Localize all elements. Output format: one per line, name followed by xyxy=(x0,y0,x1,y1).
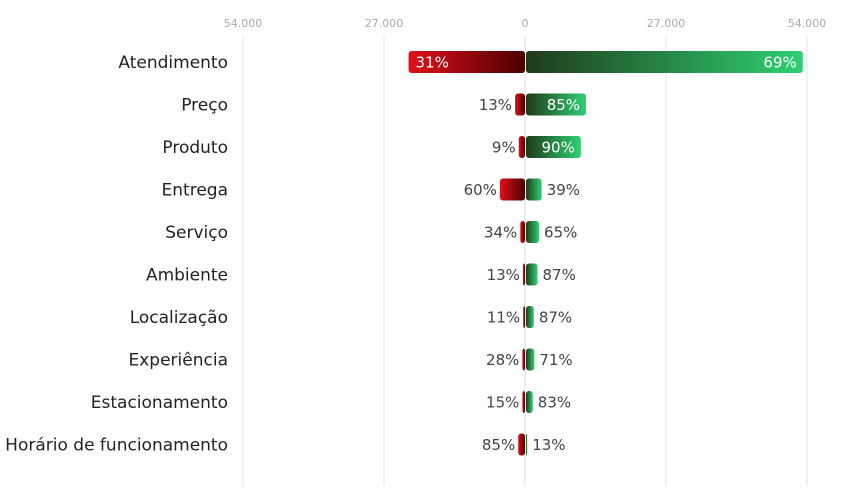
x-tick-label-4: 54.000 xyxy=(788,17,827,30)
data-label-positive-7: 87% xyxy=(539,309,572,327)
category-label-10: Horário de funcionamento xyxy=(5,436,228,456)
data-label-positive-8: 71% xyxy=(539,351,572,369)
x-tick-label-3: 27.000 xyxy=(647,17,686,30)
bar-positive-8 xyxy=(526,348,535,371)
category-label-6: Ambiente xyxy=(146,266,228,286)
data-label-negative-9: 15% xyxy=(486,394,519,412)
bar-positive-7 xyxy=(526,306,534,328)
data-label-negative-10: 85% xyxy=(482,436,515,454)
data-label-negative-3: 9% xyxy=(492,139,516,157)
data-label-positive-2: 85% xyxy=(547,96,580,114)
data-label-negative-1: 31% xyxy=(416,54,449,72)
bar-positive-5 xyxy=(526,221,540,243)
category-label-8: Experiência xyxy=(129,351,229,371)
category-label-4: Entrega xyxy=(162,181,228,201)
category-label-3: Produto xyxy=(162,138,228,158)
bar-negative-5 xyxy=(520,221,525,243)
bar-positive-1 xyxy=(526,51,803,73)
bar-positive-4 xyxy=(526,178,542,201)
data-label-positive-4: 39% xyxy=(547,181,580,199)
data-label-negative-7: 11% xyxy=(487,309,520,327)
bar-negative-6 xyxy=(522,263,525,286)
data-label-negative-6: 13% xyxy=(487,266,520,284)
data-label-positive-9: 83% xyxy=(538,394,571,412)
bar-positive-10 xyxy=(526,433,528,456)
bar-positive-2 xyxy=(526,93,587,116)
category-label-2: Preço xyxy=(181,96,228,116)
x-tick-label-0: 54.000 xyxy=(224,17,263,30)
bar-negative-8 xyxy=(522,348,525,371)
bar-negative-2 xyxy=(515,93,525,116)
data-label-positive-5: 65% xyxy=(544,224,577,242)
data-label-positive-6: 87% xyxy=(542,266,575,284)
data-label-positive-3: 90% xyxy=(541,139,574,157)
bar-negative-1 xyxy=(408,51,525,73)
labels-layer: 54.000 27.000 0 27.000 54.000 Atendimento 31% 6… xyxy=(5,17,826,456)
bar-negative-3 xyxy=(518,136,525,158)
bar-positive-3 xyxy=(526,136,581,158)
category-label-9: Estacionamento xyxy=(91,393,228,413)
bar-negative-7 xyxy=(523,306,525,328)
category-label-1: Atendimento xyxy=(118,53,228,73)
bar-negative-4 xyxy=(499,178,525,201)
category-label-5: Serviço xyxy=(165,223,228,243)
bar-positive-9 xyxy=(526,391,533,413)
data-label-positive-10: 13% xyxy=(532,436,565,454)
x-tick-label-1: 27.000 xyxy=(365,17,404,30)
bars-layer xyxy=(408,51,803,456)
data-label-negative-5: 34% xyxy=(484,224,517,242)
data-label-positive-1: 69% xyxy=(763,54,796,72)
bar-negative-10 xyxy=(518,433,525,456)
data-label-negative-2: 13% xyxy=(479,96,512,114)
data-label-negative-4: 60% xyxy=(464,181,497,199)
x-tick-label-2: 0 xyxy=(522,17,529,30)
bar-positive-6 xyxy=(526,263,538,286)
bar-negative-9 xyxy=(522,391,525,413)
category-label-7: Localização xyxy=(130,308,228,328)
data-label-negative-8: 28% xyxy=(486,351,519,369)
